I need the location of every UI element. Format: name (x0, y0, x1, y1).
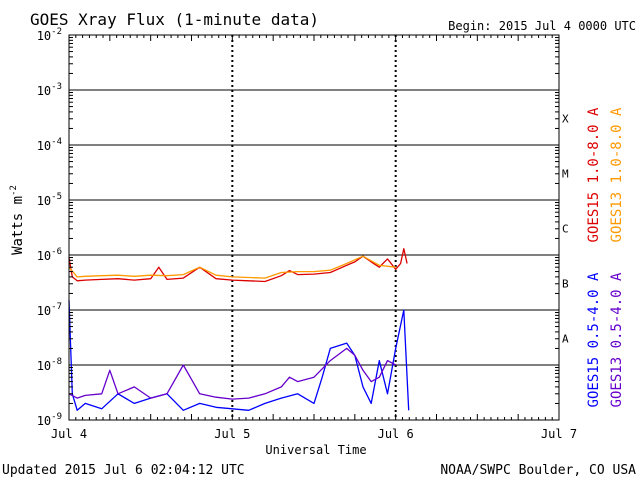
legend-entry: GOES13 0.5-4.0 A (609, 272, 625, 407)
legend-entry: GOES15 1.0-8.0 A (586, 107, 602, 242)
legend-entry: GOES13 1.0-8.0 A (609, 107, 625, 242)
x-tick-label: Jul 4 (51, 427, 87, 441)
begin-label: Begin: 2015 Jul 4 0000 UTC (448, 19, 636, 33)
x-tick-label: Jul 6 (378, 427, 414, 441)
y-tick-label: 10-3 (37, 82, 62, 98)
y-tick-label: 10-8 (37, 357, 62, 373)
flare-class-label: A (562, 333, 569, 346)
series-line (68, 255, 396, 279)
y-tick-label: 10-4 (37, 137, 62, 153)
y-tick-label: 10-6 (37, 247, 62, 263)
y-tick-label: 10-5 (37, 192, 62, 208)
series-line (68, 248, 408, 283)
x-tick-label: Jul 7 (541, 427, 577, 441)
y-tick-label: 10-7 (37, 302, 62, 318)
y-axis-label: Watts m-2 (9, 185, 26, 255)
legend: GOES15 1.0-8.0 A GOES13 1.0-8.0 A GOES15 0… (586, 107, 625, 407)
updated-timestamp: Updated 2015 Jul 6 02:04:12 UTC (2, 463, 245, 478)
x-axis-label: Universal Time (265, 443, 366, 457)
credit-label: NOAA/SWPC Boulder, CO USA (440, 463, 636, 478)
flare-class-label: B (562, 278, 569, 291)
legend-entry: GOES15 0.5-4.0 A (586, 272, 602, 407)
series-layer (68, 248, 410, 411)
axis-layer: 10-9 10-8 10-7 10-6 10-5 10-4 10-3 10-2 Jul 4 Jul… (37, 27, 577, 441)
series-line (68, 347, 397, 400)
x-tick-label: Jul 5 (214, 427, 250, 441)
y-tick-label: 10-2 (37, 27, 62, 43)
flare-class-label: C (562, 223, 569, 236)
grid-layer (69, 35, 559, 420)
series-line (68, 300, 410, 411)
chart-title: GOES Xray Flux (1-minute data) (30, 10, 319, 29)
flare-class-label: M (562, 168, 569, 181)
flare-class-label: X (562, 113, 569, 126)
y-tick-label: 10-9 (37, 412, 62, 428)
plot-frame (68, 34, 560, 421)
